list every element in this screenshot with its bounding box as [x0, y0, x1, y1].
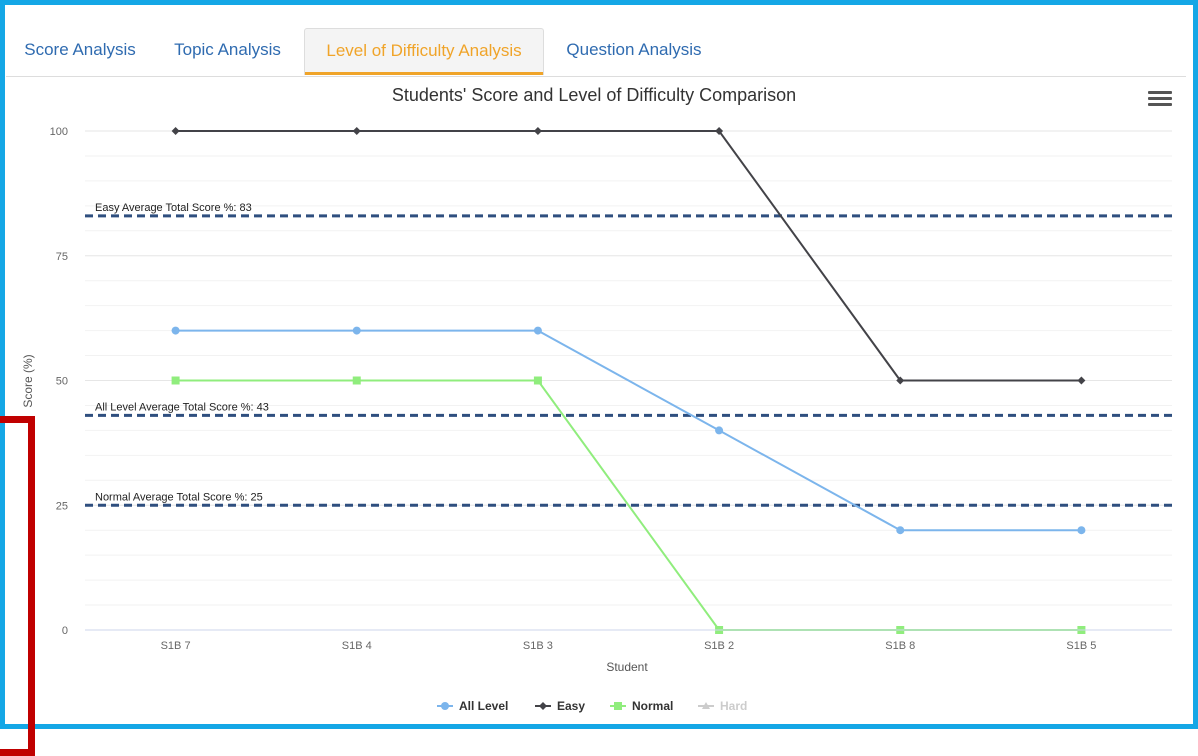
tab-score-analysis[interactable]: Score Analysis — [24, 40, 136, 59]
y-axis-label: Score (%) — [21, 354, 35, 407]
window-frame — [0, 0, 1198, 729]
series-line-all-level — [175, 329, 1082, 532]
legend-label: Normal — [632, 699, 673, 713]
legend-label: Easy — [557, 699, 585, 713]
average-plot-lines: Easy Average Total Score %: 83 All Level … — [85, 202, 1172, 507]
data-point-normal — [533, 376, 542, 385]
highlight-box — [0, 416, 35, 756]
data-point-all-level — [171, 326, 180, 335]
data-point-normal — [171, 376, 180, 385]
y-tick-label: 75 — [56, 251, 68, 263]
legend-label: Hard — [720, 699, 747, 713]
legend-item-all-level[interactable]: All Level — [437, 699, 508, 713]
tab-level-of-difficulty-analysis[interactable]: Level of Difficulty Analysis — [304, 28, 544, 75]
series-line-easy — [175, 130, 1082, 382]
data-point-all-level — [1077, 526, 1086, 535]
x-tick-label: S1B 8 — [885, 640, 915, 652]
tab-topic-analysis[interactable]: Topic Analysis — [174, 40, 281, 59]
tab-question-analysis[interactable]: Question Analysis — [566, 40, 702, 59]
legend-marker — [539, 702, 547, 710]
data-point-all-level — [352, 326, 361, 335]
legend-marker — [702, 702, 710, 709]
data-point-easy — [896, 376, 905, 385]
data-point-easy — [533, 127, 542, 135]
y-tick-label: 50 — [56, 376, 68, 388]
y-tick-label: 25 — [56, 500, 68, 512]
x-tick-label: S1B 3 — [523, 640, 553, 652]
legend-label: All Level — [459, 699, 508, 713]
active-tab-indicator — [305, 72, 543, 75]
legend-marker — [441, 702, 449, 710]
data-point-easy — [715, 127, 724, 135]
x-tick-label: S1B 2 — [704, 640, 734, 652]
average-plot-line-label: Normal Average Total Score %: 25 — [95, 491, 263, 503]
hamburger-menu-icon[interactable] — [1148, 88, 1172, 110]
data-point-easy — [352, 127, 361, 135]
tab-bar: Score Analysis Topic Analysis Level of D… — [6, 26, 1186, 77]
average-plot-line-label: Easy Average Total Score %: 83 — [95, 202, 252, 214]
data-point-all-level — [715, 426, 724, 435]
chart-legend: All Level Easy Normal Hard — [437, 699, 747, 713]
data-point-all-level — [533, 326, 542, 335]
x-tick-label: S1B 4 — [342, 640, 372, 652]
data-point-normal — [352, 376, 361, 385]
x-axis-label: Student — [606, 660, 648, 674]
legend-item-hard[interactable]: Hard — [698, 699, 747, 713]
y-tick-label: 100 — [50, 126, 68, 138]
y-tick-label: 0 — [62, 625, 68, 637]
chart-series — [171, 127, 1086, 634]
legend-item-easy[interactable]: Easy — [535, 699, 585, 713]
legend-item-normal[interactable]: Normal — [610, 699, 673, 713]
tab-label: Level of Difficulty Analysis — [326, 41, 522, 60]
chart-axes: 0 25 50 75 100 S1B 7 S1B 4 S1B 3 S1B 2 S1B 8 S1B 5 — [50, 126, 1172, 652]
data-point-easy — [1077, 376, 1086, 385]
data-point-easy — [171, 127, 180, 135]
data-point-all-level — [896, 526, 905, 535]
difficulty-comparison-chart: Easy Average Total Score %: 83 All Level … — [21, 85, 1172, 713]
legend-marker — [614, 702, 622, 710]
chart-title: Students' Score and Level of Difficulty … — [392, 85, 796, 105]
average-plot-line-label: All Level Average Total Score %: 43 — [95, 401, 269, 413]
x-tick-label: S1B 7 — [161, 640, 191, 652]
x-tick-label: S1B 5 — [1066, 640, 1096, 652]
